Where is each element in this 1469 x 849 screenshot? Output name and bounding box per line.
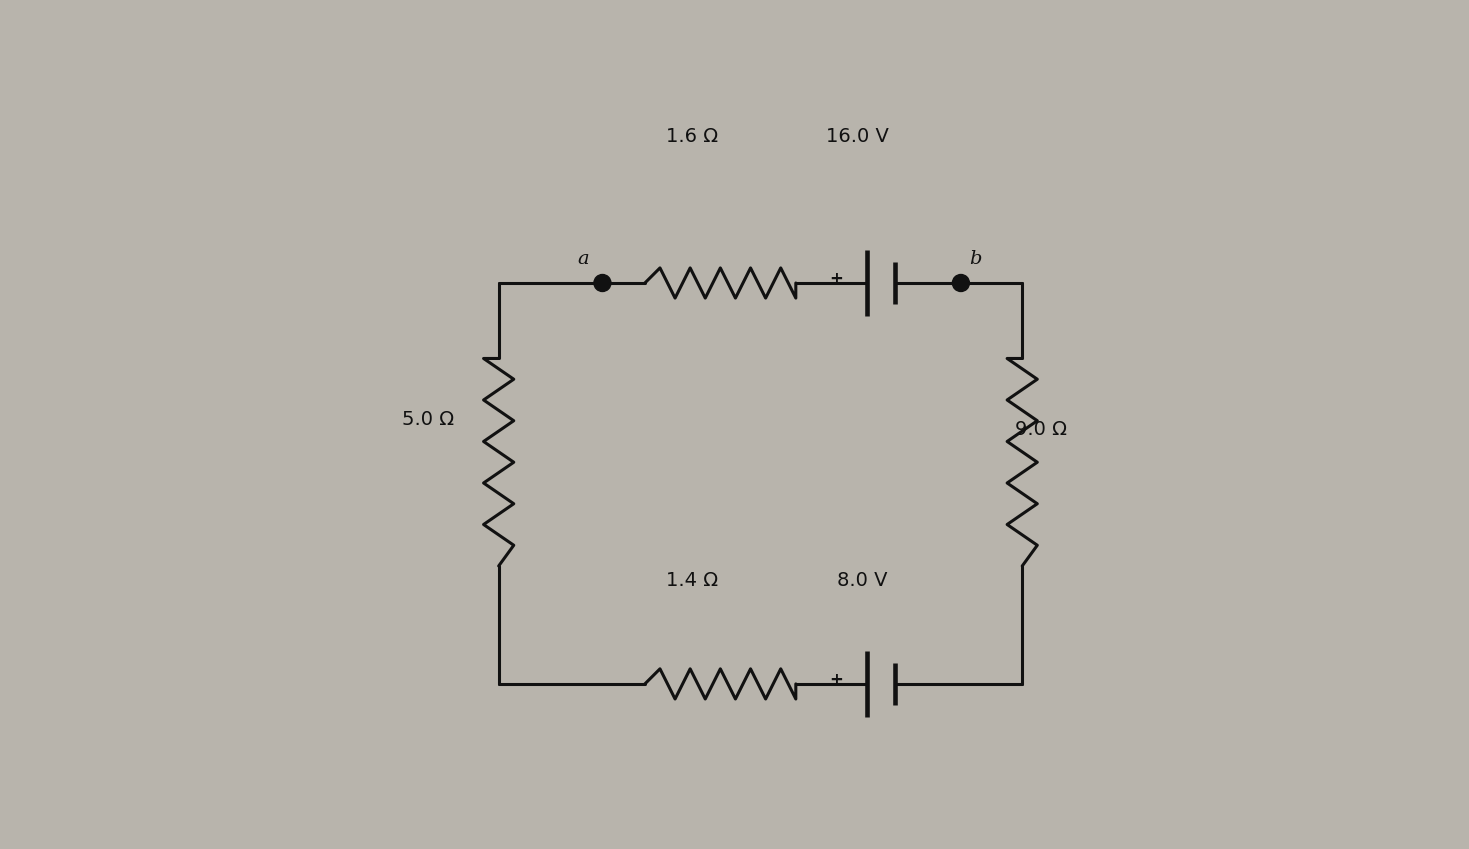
Text: 5.0 Ω: 5.0 Ω bbox=[403, 410, 454, 430]
Text: 16.0 V: 16.0 V bbox=[826, 127, 889, 146]
Text: 1.4 Ω: 1.4 Ω bbox=[665, 571, 718, 590]
Circle shape bbox=[593, 274, 611, 291]
Text: 8.0 V: 8.0 V bbox=[837, 571, 887, 590]
Text: b: b bbox=[968, 250, 981, 268]
Text: 1.6 Ω: 1.6 Ω bbox=[665, 127, 718, 146]
Text: 9.0 Ω: 9.0 Ω bbox=[1015, 419, 1066, 439]
Text: +: + bbox=[830, 672, 843, 689]
Text: +: + bbox=[830, 270, 843, 288]
Text: a: a bbox=[577, 250, 589, 268]
Circle shape bbox=[952, 274, 970, 291]
